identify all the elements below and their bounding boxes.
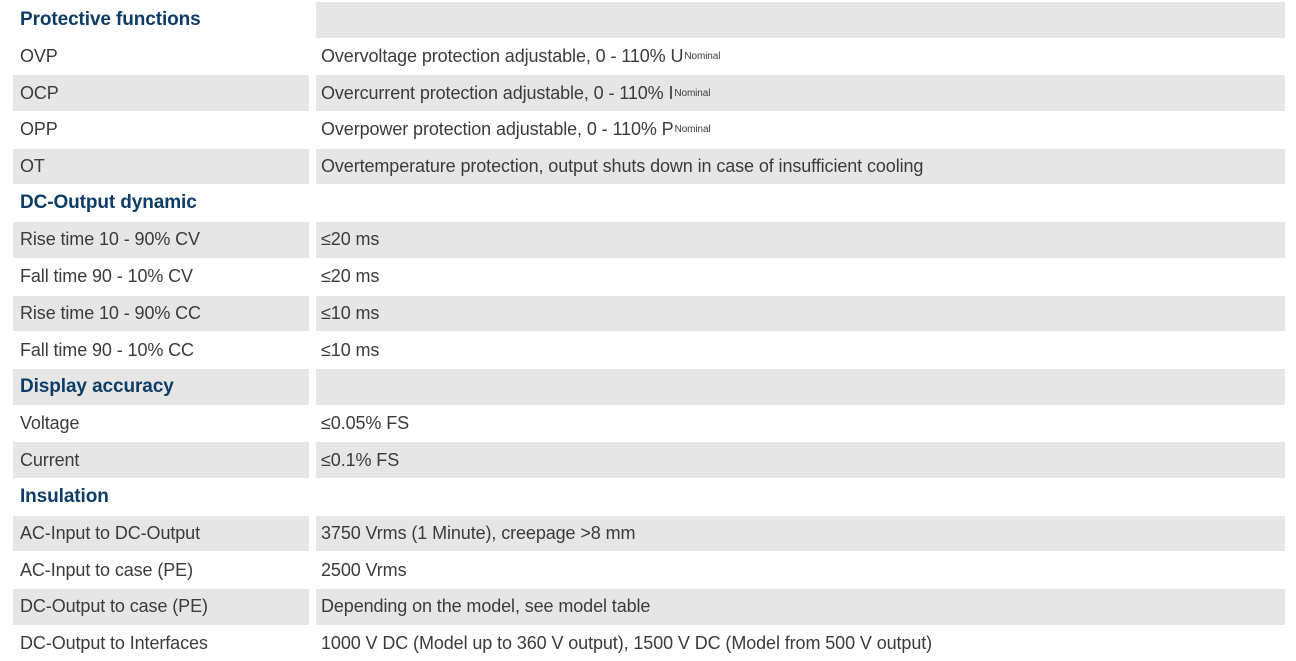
row-value: Depending on the model, see model table [316, 589, 1285, 625]
row-label: Rise time 10 - 90% CV [13, 222, 309, 258]
row-label: OPP [20, 119, 58, 140]
row-value: Overcurrent protection adjustable, 0 - 1… [316, 75, 1285, 112]
row-value: Overpower protection adjustable, 0 - 110… [321, 119, 711, 140]
row-value: ≤20 ms [321, 266, 380, 287]
row-value: ≤0.1% FS [316, 442, 1285, 478]
row-label: Fall time 90 - 10% CV [20, 266, 193, 287]
table-row: Rise time 10 - 90% CC ≤10 ms [13, 295, 1285, 332]
row-label: Fall time 90 - 10% CC [20, 339, 194, 360]
table-row: OVP Overvoltage protection adjustable, 0… [13, 38, 1285, 75]
table-row: Rise time 10 - 90% CV ≤20 ms [13, 222, 1285, 258]
row-label: Rise time 10 - 90% CC [13, 295, 309, 332]
row-value: ≤10 ms [321, 339, 380, 360]
row-value: 3750 Vrms (1 Minute), creepage >8 mm [316, 515, 1285, 552]
table-row: Voltage ≤0.05% FS [13, 405, 1285, 442]
table-row: Fall time 90 - 10% CC ≤10 ms [13, 332, 1285, 368]
section-header-insulation: Insulation [13, 478, 1285, 515]
row-label: OT [13, 148, 309, 185]
row-value: Overtemperature protection, output shuts… [316, 148, 1285, 185]
row-label: OCP [13, 75, 309, 112]
row-label: Voltage [20, 412, 80, 433]
table-row: Fall time 90 - 10% CV ≤20 ms [13, 258, 1285, 295]
section-title: Display accuracy [13, 368, 309, 405]
section-title: Insulation [20, 485, 109, 507]
row-label: OVP [20, 46, 58, 67]
row-label: AC-Input to case (PE) [20, 559, 193, 580]
row-value: 2500 Vrms [321, 559, 407, 580]
section-title: Protective functions [13, 2, 309, 38]
row-value: ≤10 ms [316, 295, 1285, 332]
section-header-protective-functions: Protective functions [13, 2, 1285, 38]
table-row: OPP Overpower protection adjustable, 0 -… [13, 112, 1285, 148]
row-label: DC-Output to case (PE) [13, 589, 309, 625]
section-header-display-accuracy: Display accuracy [13, 368, 1285, 405]
section-header-fill [316, 2, 1285, 38]
table-row: DC-Output to case (PE) Depending on the … [13, 589, 1285, 625]
section-title: DC-Output dynamic [20, 192, 197, 214]
table-row: OT Overtemperature protection, output sh… [13, 148, 1285, 185]
row-label: Current [13, 442, 309, 478]
table-row: DC-Output to Interfaces 1000 V DC (Model… [13, 625, 1285, 661]
table-row: Current ≤0.1% FS [13, 442, 1285, 478]
row-value: ≤0.05% FS [321, 412, 410, 433]
row-value: 1000 V DC (Model up to 360 V output), 15… [321, 633, 933, 654]
row-label: AC-Input to DC-Output [13, 515, 309, 552]
table-row: OCP Overcurrent protection adjustable, 0… [13, 75, 1285, 112]
spec-table: Protective functions OVP Overvoltage pro… [13, 2, 1285, 661]
table-row: AC-Input to DC-Output 3750 Vrms (1 Minut… [13, 515, 1285, 552]
row-label: DC-Output to Interfaces [20, 633, 208, 654]
row-value: Overvoltage protection adjustable, 0 - 1… [321, 46, 721, 67]
section-header-dc-output-dynamic: DC-Output dynamic [13, 185, 1285, 222]
row-value: ≤20 ms [316, 222, 1285, 258]
table-row: AC-Input to case (PE) 2500 Vrms [13, 552, 1285, 588]
